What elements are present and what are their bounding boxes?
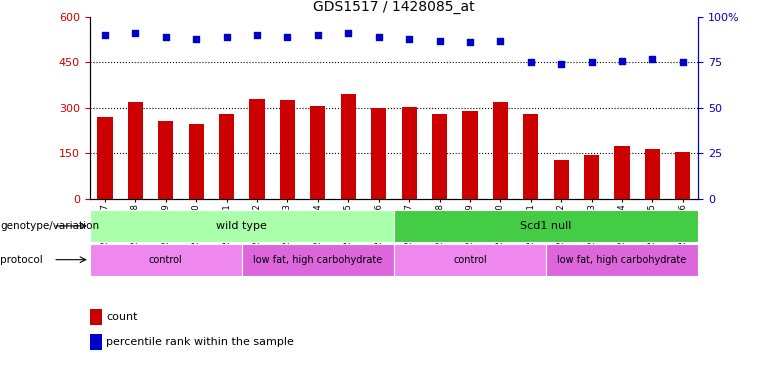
Text: count: count: [106, 312, 138, 322]
Point: [402, 36, 415, 42]
Point: [342, 30, 354, 36]
Point: [463, 39, 476, 45]
Text: low fat, high carbohydrate: low fat, high carbohydrate: [254, 255, 382, 265]
Point: [372, 34, 385, 40]
Point: [159, 34, 172, 40]
Bar: [189, 124, 204, 199]
Bar: [432, 114, 447, 199]
Bar: [463, 111, 477, 199]
Bar: [242, 244, 394, 276]
Bar: [394, 210, 698, 242]
Bar: [645, 149, 660, 199]
Bar: [219, 114, 234, 199]
Text: protocol: protocol: [0, 255, 43, 265]
Point: [250, 32, 263, 38]
Bar: [310, 106, 325, 199]
Point: [494, 38, 506, 44]
Text: wild type: wild type: [216, 221, 268, 231]
Point: [311, 32, 324, 38]
Text: control: control: [453, 255, 487, 265]
Point: [190, 36, 202, 42]
Point: [524, 59, 537, 65]
Text: low fat, high carbohydrate: low fat, high carbohydrate: [558, 255, 686, 265]
Point: [129, 30, 142, 36]
Bar: [523, 114, 538, 199]
Bar: [493, 102, 508, 199]
Point: [220, 34, 232, 40]
Bar: [546, 244, 698, 276]
Text: percentile rank within the sample: percentile rank within the sample: [106, 337, 294, 347]
Bar: [250, 99, 264, 199]
Bar: [280, 100, 295, 199]
Bar: [98, 117, 112, 199]
Point: [646, 56, 658, 62]
Bar: [128, 102, 143, 199]
Bar: [402, 107, 417, 199]
Point: [281, 34, 293, 40]
Bar: [158, 122, 173, 199]
Text: control: control: [149, 255, 183, 265]
Bar: [90, 334, 102, 350]
Bar: [554, 160, 569, 199]
Point: [433, 38, 445, 44]
Bar: [394, 244, 546, 276]
Bar: [584, 155, 599, 199]
Bar: [615, 146, 629, 199]
Bar: [90, 309, 102, 325]
Text: genotype/variation: genotype/variation: [0, 221, 99, 231]
Text: Scd1 null: Scd1 null: [520, 221, 572, 231]
Title: GDS1517 / 1428085_at: GDS1517 / 1428085_at: [313, 0, 475, 15]
Bar: [90, 244, 242, 276]
Point: [585, 59, 597, 65]
Point: [615, 57, 628, 63]
Point: [555, 61, 567, 67]
Bar: [90, 210, 394, 242]
Bar: [341, 94, 356, 199]
Bar: [371, 108, 386, 199]
Point: [98, 32, 112, 38]
Point: [676, 59, 689, 65]
Bar: [675, 152, 690, 199]
